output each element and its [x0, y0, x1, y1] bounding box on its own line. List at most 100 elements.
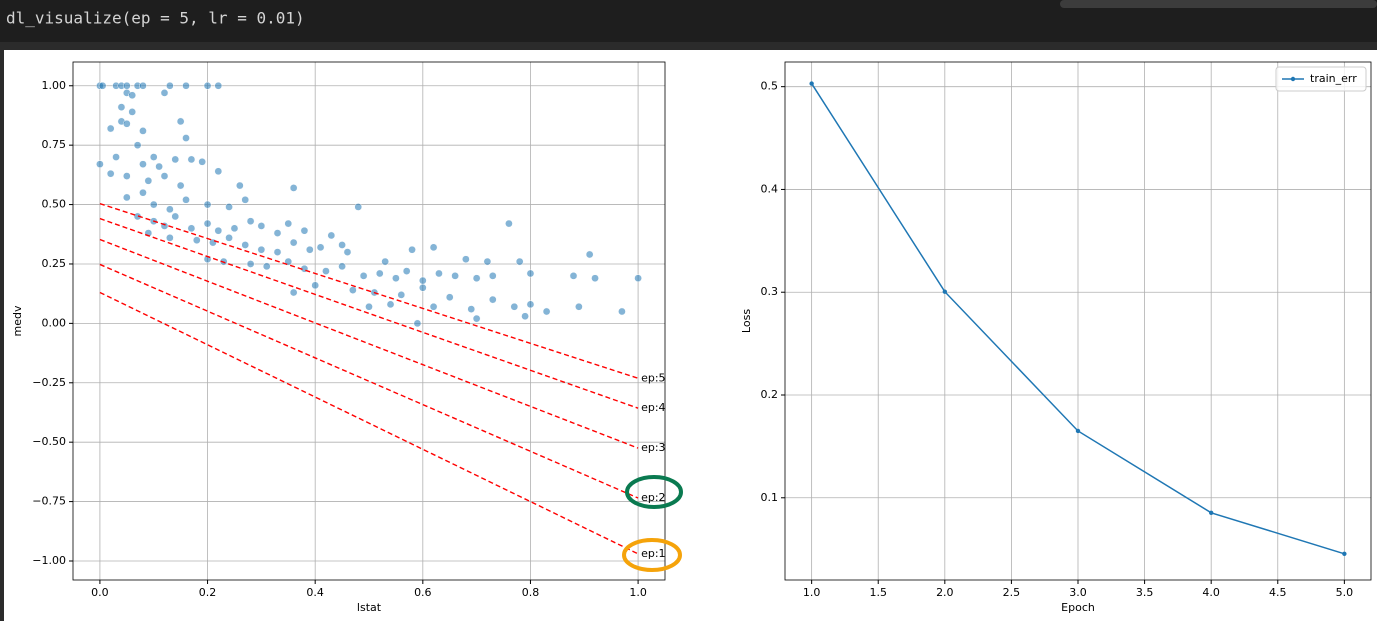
- scatter-point: [429, 302, 438, 311]
- scatter-point: [176, 117, 185, 126]
- scatter-point: [462, 255, 470, 264]
- scroll-box: [1060, 0, 1377, 8]
- x-tick-label: 0.0: [91, 586, 109, 599]
- scatter-point: [155, 162, 163, 171]
- y-tick-label: 1.00: [42, 79, 67, 92]
- y-tick-label: −1.00: [32, 554, 66, 567]
- scatter-point: [149, 153, 158, 161]
- y-tick-label: 0.50: [42, 198, 67, 211]
- scatter-point: [198, 157, 207, 166]
- x-tick-label: 3.0: [1069, 586, 1087, 599]
- scatter-point: [521, 312, 529, 321]
- x-tick-label: 1.0: [629, 586, 647, 599]
- scatter-point: [160, 172, 169, 180]
- scatter-point: [214, 81, 223, 90]
- scatter-point: [112, 153, 120, 161]
- scatter-point: [144, 176, 153, 185]
- scatter-point: [338, 241, 346, 249]
- scatter-point: [515, 257, 524, 266]
- scatter-point: [273, 229, 282, 237]
- scatter-point: [284, 219, 293, 228]
- x-tick-label: 3.5: [1136, 586, 1154, 599]
- scatter-point: [176, 181, 185, 190]
- y-axis-label: Loss: [740, 309, 753, 333]
- y-tick-label: 0.2: [761, 388, 779, 401]
- scatter-point: [273, 248, 282, 256]
- epoch-annotation: ep:5: [641, 371, 665, 384]
- scatter-point: [241, 195, 250, 204]
- code-text[interactable]: dl_visualize(ep = 5, lr = 0.01): [6, 9, 305, 28]
- scatter-point: [166, 233, 174, 242]
- scatter-point: [139, 188, 147, 197]
- scatter-point: [418, 283, 427, 292]
- x-tick-label: 0.6: [414, 586, 432, 599]
- scatter-point: [241, 241, 250, 249]
- loss-marker: [1208, 510, 1214, 515]
- y-tick-label: 0.75: [42, 138, 67, 151]
- scatter-point: [375, 269, 384, 278]
- scatter-point: [257, 245, 266, 254]
- scatter-point: [305, 245, 314, 254]
- x-tick-label: 4.0: [1202, 586, 1220, 599]
- epoch-line: [99, 263, 639, 499]
- scatter-point: [289, 288, 298, 297]
- x-tick-label: 1.0: [803, 586, 821, 599]
- scatter-point: [122, 119, 131, 128]
- epoch-line: [99, 291, 639, 555]
- y-tick-label: −0.50: [32, 435, 66, 448]
- scatter-point: [122, 193, 131, 202]
- y-axis-label: medv: [11, 305, 24, 336]
- scatter-point: [472, 274, 481, 283]
- scatter-point: [316, 243, 325, 252]
- scatter-point: [634, 274, 642, 283]
- scatter-point: [187, 224, 196, 233]
- scatter-point: [418, 276, 427, 285]
- scatter-point: [246, 260, 255, 268]
- scatter-point: [128, 108, 137, 116]
- scatter-point: [182, 81, 190, 90]
- scatter-point: [139, 127, 147, 135]
- loss-marker: [1075, 428, 1081, 434]
- scatter-point: [122, 172, 131, 180]
- output-border: [0, 50, 4, 621]
- scatter-point: [322, 267, 330, 275]
- scatter-point: [467, 305, 476, 313]
- scatter-point: [149, 200, 158, 209]
- scatter-point: [117, 103, 126, 111]
- legend-label: train_err: [1310, 72, 1357, 85]
- epoch-annotation: ep:4: [641, 401, 665, 414]
- scatter-point: [381, 257, 389, 266]
- scatter-point: [343, 248, 352, 256]
- axes-frame: [72, 61, 666, 581]
- scatter-point: [230, 224, 239, 233]
- scatter-point: [349, 286, 357, 294]
- y-tick-label: 0.00: [42, 316, 67, 329]
- scatter-point: [187, 155, 196, 164]
- scatter-point: [166, 81, 174, 90]
- y-tick-label: 0.5: [761, 80, 779, 93]
- scatter-point: [203, 81, 212, 90]
- scatter-point: [575, 302, 583, 311]
- x-tick-label: 0.2: [199, 586, 217, 599]
- scatter-point: [618, 307, 626, 316]
- scatter-point: [225, 203, 233, 211]
- scatter-point: [488, 295, 497, 304]
- scatter-point: [106, 169, 115, 178]
- legend-swatch-marker: [1290, 76, 1296, 82]
- y-tick-label: −0.25: [32, 376, 66, 389]
- scatter-point: [483, 257, 492, 266]
- scatter-point: [542, 307, 551, 316]
- scatter-point: [526, 300, 535, 309]
- scatter-point: [413, 319, 422, 328]
- scatter-point: [128, 91, 137, 100]
- hand-circle: [625, 475, 683, 509]
- scatter-point: [569, 272, 578, 280]
- scatter-point: [246, 217, 255, 226]
- scatter-point: [122, 81, 131, 90]
- y-tick-label: 0.4: [761, 182, 779, 195]
- scatter-point: [338, 262, 346, 271]
- scatter-point: [182, 134, 190, 142]
- x-tick-label: 1.5: [869, 586, 887, 599]
